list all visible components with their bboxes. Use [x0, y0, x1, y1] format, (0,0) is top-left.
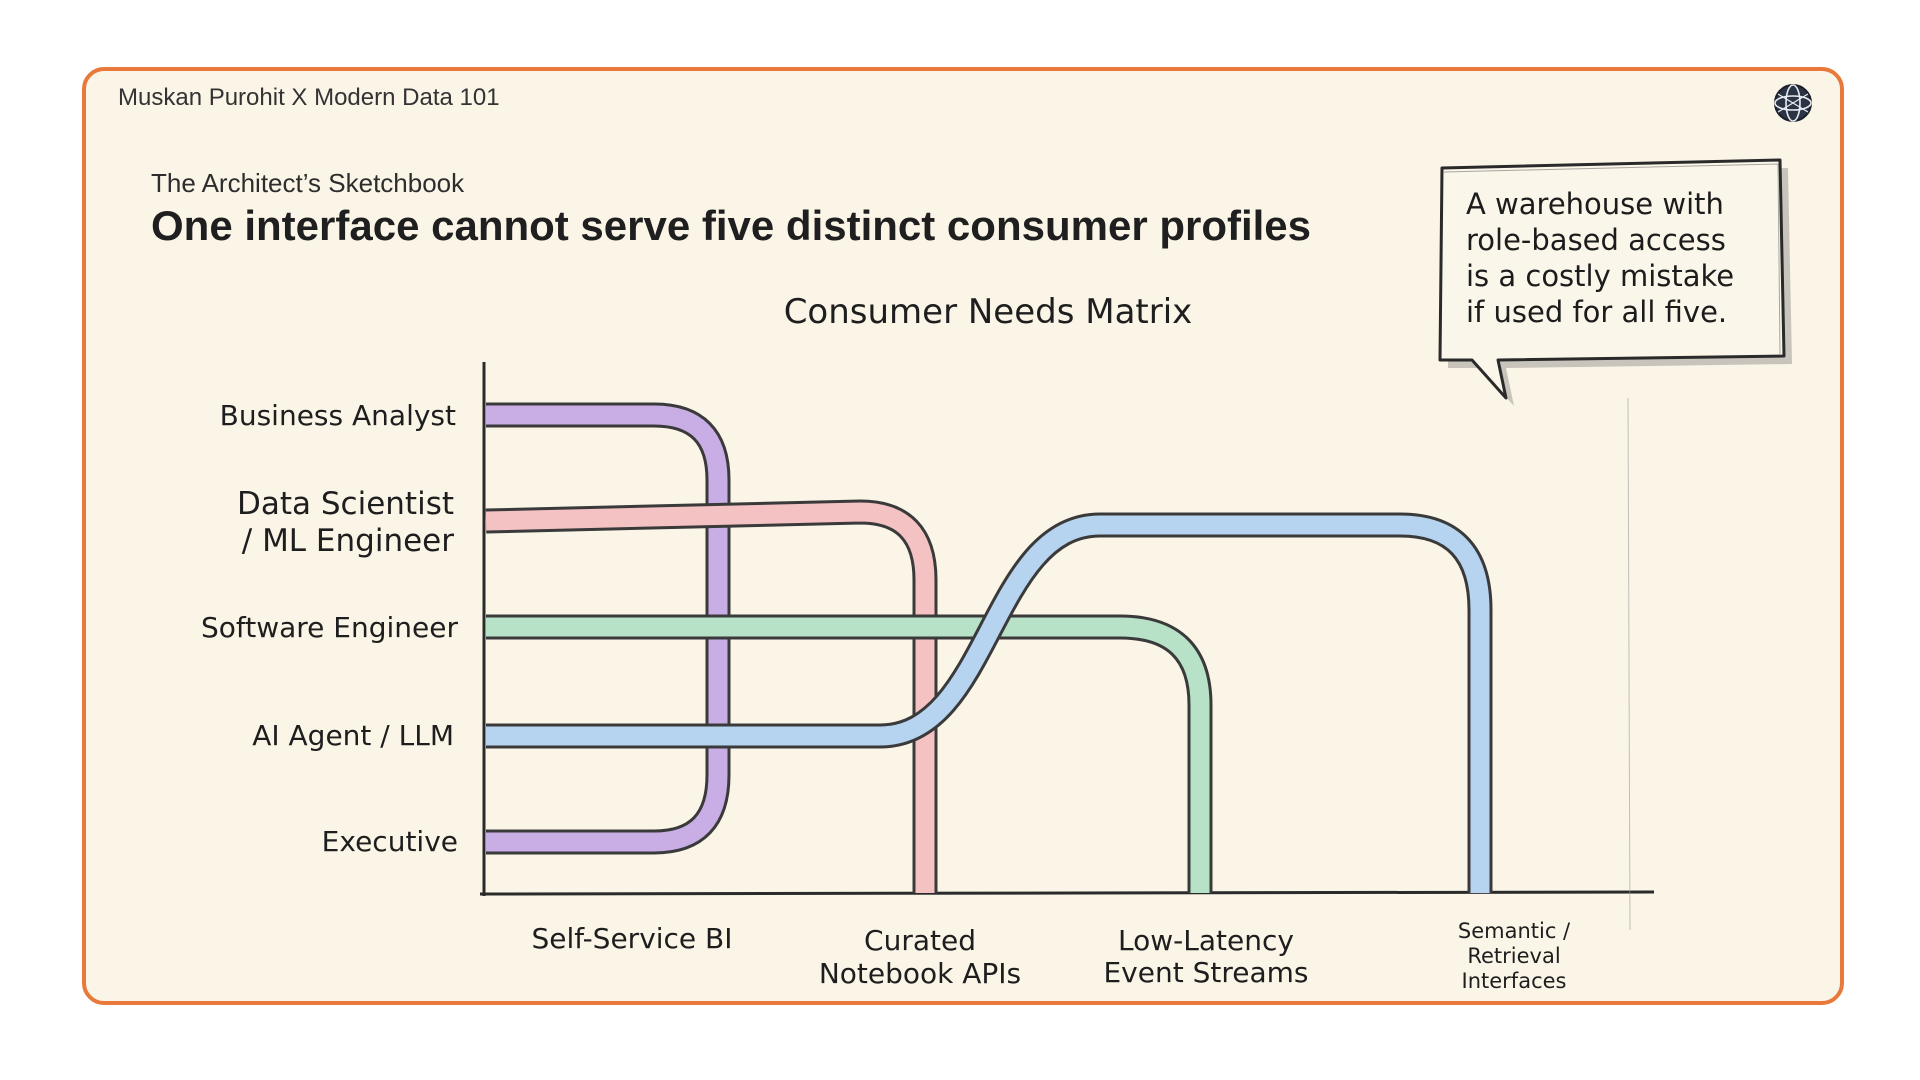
callout-line: A warehouse with: [1466, 187, 1724, 221]
interface-label: Retrieval: [1467, 944, 1560, 968]
globe-icon: [1774, 84, 1812, 122]
consumer-label: Data Scientist: [237, 486, 454, 522]
speech-bubble: [1438, 158, 1792, 406]
interface-label: Notebook APIs: [819, 957, 1021, 990]
interface-label: Event Streams: [1103, 956, 1308, 989]
consumer-label: Executive: [322, 825, 458, 858]
brand-label: Muskan Purohit X Modern Data 101: [118, 84, 500, 111]
diagram-title: Consumer Needs Matrix: [784, 292, 1193, 332]
callout-line: if used for all five.: [1466, 295, 1728, 329]
pipe-semantic-retrieval-interfaces: [486, 512, 1493, 893]
callout-text: A warehouse with role-based access is a …: [1466, 186, 1786, 330]
consumer-label: Software Engineer: [201, 611, 459, 644]
x-axis: [479, 890, 1655, 896]
consumer-label: / ML Engineer: [242, 523, 454, 559]
interface-label: Interfaces: [1462, 969, 1567, 993]
interface-label: Low-Latency: [1118, 924, 1294, 957]
interface-label: Semantic /: [1458, 919, 1571, 943]
slide-title: One interface cannot serve five distinct…: [151, 202, 1312, 249]
interface-label: Curated: [864, 924, 976, 957]
consumer-label: Business Analyst: [220, 399, 456, 432]
pipe-low-latency-event-streams: [486, 614, 1213, 893]
consumer-label: AI Agent / LLM: [252, 719, 454, 752]
slide-eyebrow: The Architect’s Sketchbook: [151, 168, 465, 198]
sketch-guide-line: [1627, 397, 1631, 931]
callout-line: is a costly mistake: [1466, 259, 1735, 293]
pipe-curated-notebook-apis: [485, 499, 938, 893]
callout-line: role-based access: [1466, 223, 1726, 257]
interface-label: Self-Service BI: [531, 922, 732, 955]
